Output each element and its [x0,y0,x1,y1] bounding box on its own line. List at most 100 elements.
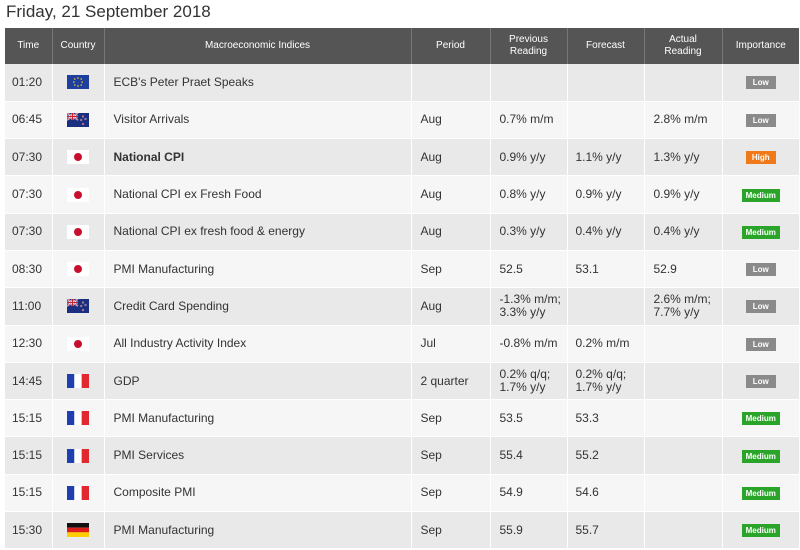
period-cell: Aug [411,101,491,139]
index-name[interactable]: Credit Card Spending [113,298,229,313]
col-header-previous-line2: Reading [509,46,548,57]
period-cell: Sep [411,436,491,475]
period-cell: Sep [411,511,491,549]
previous-line1: 55.4 [499,448,523,463]
index-cell: PMI Manufacturing [104,399,412,437]
index-name[interactable]: GDP [113,373,140,388]
forecast-cell: 1.1% y/y [567,138,645,176]
table-row[interactable]: 12:30 All Industry Activity Index Jul -0.8%… [5,325,799,363]
country-cell [52,511,105,549]
period-cell [411,64,491,102]
table-row[interactable]: 07:30 National CPI ex fresh food & energy… [5,213,799,251]
nz-flag-icon [67,112,89,127]
forecast-line1: 55.2 [575,448,599,463]
table-row[interactable]: 15:15 PMI Manufacturing Sep 53.5 53.3 Medium [5,399,799,437]
index-cell: Credit Card Spending [104,287,412,326]
index-cell: PMI Manufacturing [104,511,412,549]
actual-cell [644,325,723,363]
index-cell: National CPI ex Fresh Food [104,175,412,214]
forecast-line2: 1.7% y/y [575,380,622,395]
index-name[interactable]: Composite PMI [113,485,196,500]
importance-badge: High [745,151,776,165]
index-name[interactable]: All Industry Activity Index [113,336,247,351]
col-header-country[interactable]: Country [52,28,105,64]
importance-badge: Low [745,76,776,90]
actual-cell [644,511,723,549]
forecast-cell [567,101,645,139]
col-header-time[interactable]: Time [5,28,53,64]
forecast-line1: 1.1% y/y [575,149,622,164]
forecast-cell [567,287,645,326]
period-cell: Aug [411,213,491,251]
period-cell: Sep [411,474,491,512]
table-row[interactable]: 07:30 National CPI Aug 0.9% y/y 1.1% y/y 1.3%… [5,138,799,176]
japan-flag-icon [67,262,89,277]
col-header-actual[interactable]: Actual Reading [644,28,723,64]
importance-badge: Medium [741,486,780,500]
index-name[interactable]: PMI Manufacturing [113,261,215,276]
previous-cell: 52.5 [490,250,568,288]
table-row[interactable]: 11:00 Credit Card Spending Aug -1.3% m/m; 3.… [5,287,799,326]
table-row[interactable]: 15:15 PMI Services Sep 55.4 55.2 Medium [5,436,799,475]
table-row[interactable]: 14:45 GDP 2 quarter 0.2% q/q; 1.7% y/y 0.2% q… [5,362,799,400]
table-row[interactable]: 15:30 PMI Manufacturing Sep 55.9 55.7 Medium [5,511,799,549]
time-cell: 15:15 [5,474,53,512]
forecast-line1: 0.2% q/q; [575,367,627,382]
index-name[interactable]: PMI Manufacturing [113,522,215,537]
table-row[interactable]: 07:30 National CPI ex Fresh Food Aug 0.8% y… [5,175,799,214]
col-header-forecast[interactable]: Forecast [567,28,645,64]
importance-cell: Medium [722,474,799,512]
previous-line1: 0.8% y/y [499,187,546,202]
index-cell: GDP [104,362,412,400]
previous-cell: 55.9 [490,511,568,549]
forecast-cell: 55.2 [567,436,645,475]
time-cell: 15:15 [5,436,53,475]
japan-flag-icon [67,224,89,239]
actual-cell: 52.9 [644,250,723,288]
actual-cell: 0.9% y/y [644,175,723,214]
index-name[interactable]: PMI Services [113,448,185,463]
index-name[interactable]: National CPI [113,149,185,164]
importance-cell: Low [722,64,799,102]
actual-cell: 2.8% m/m [644,101,723,139]
period-cell: Jul [411,325,491,363]
index-cell: PMI Manufacturing [104,250,412,288]
forecast-cell [567,64,645,102]
actual-line1: 1.3% y/y [653,149,700,164]
forecast-cell: 0.2% q/q; 1.7% y/y [567,362,645,400]
index-name[interactable]: PMI Manufacturing [113,410,215,425]
previous-line1: 0.3% y/y [499,224,546,239]
forecast-cell: 53.1 [567,250,645,288]
table-row[interactable]: 15:15 Composite PMI Sep 54.9 54.6 Medium [5,474,799,512]
index-name[interactable]: National CPI ex fresh food & energy [113,224,305,239]
previous-line1: 55.9 [499,522,523,537]
france-flag-icon [67,374,89,389]
actual-line1: 0.4% y/y [653,224,700,239]
table-row[interactable]: 06:45 Visitor Arrivals Aug 0.7% m/m 2.8% m/m… [5,101,799,139]
index-name[interactable]: Visitor Arrivals [113,112,190,127]
country-cell [52,325,105,363]
col-header-importance[interactable]: Importance [722,28,799,64]
period-cell: 2 quarter [411,362,491,400]
col-header-previous[interactable]: Previous Reading [490,28,568,64]
previous-cell [490,64,568,102]
japan-flag-icon [67,336,89,351]
importance-cell: Medium [722,436,799,475]
table-row[interactable]: 08:30 PMI Manufacturing Sep 52.5 53.1 52.9 Low [5,250,799,288]
importance-cell: Low [722,101,799,139]
country-cell [52,287,105,326]
previous-cell: 55.4 [490,436,568,475]
previous-line1: -0.8% m/m [499,336,558,351]
index-name[interactable]: National CPI ex Fresh Food [113,187,262,202]
forecast-cell: 0.4% y/y [567,213,645,251]
table-row[interactable]: 01:20 ECB's Peter Praet Speaks Low [5,64,799,102]
time-cell: 12:30 [5,325,53,363]
importance-cell: Low [722,362,799,400]
col-header-period[interactable]: Period [411,28,491,64]
index-name[interactable]: ECB's Peter Praet Speaks [113,74,254,89]
forecast-cell: 0.2% m/m [567,325,645,363]
germany-flag-icon [67,523,89,538]
col-header-index[interactable]: Macroeconomic Indices [104,28,412,64]
previous-line2: 3.3% y/y [499,305,546,320]
economic-calendar-table: Time Country Macroeconomic Indices Perio… [5,28,799,549]
